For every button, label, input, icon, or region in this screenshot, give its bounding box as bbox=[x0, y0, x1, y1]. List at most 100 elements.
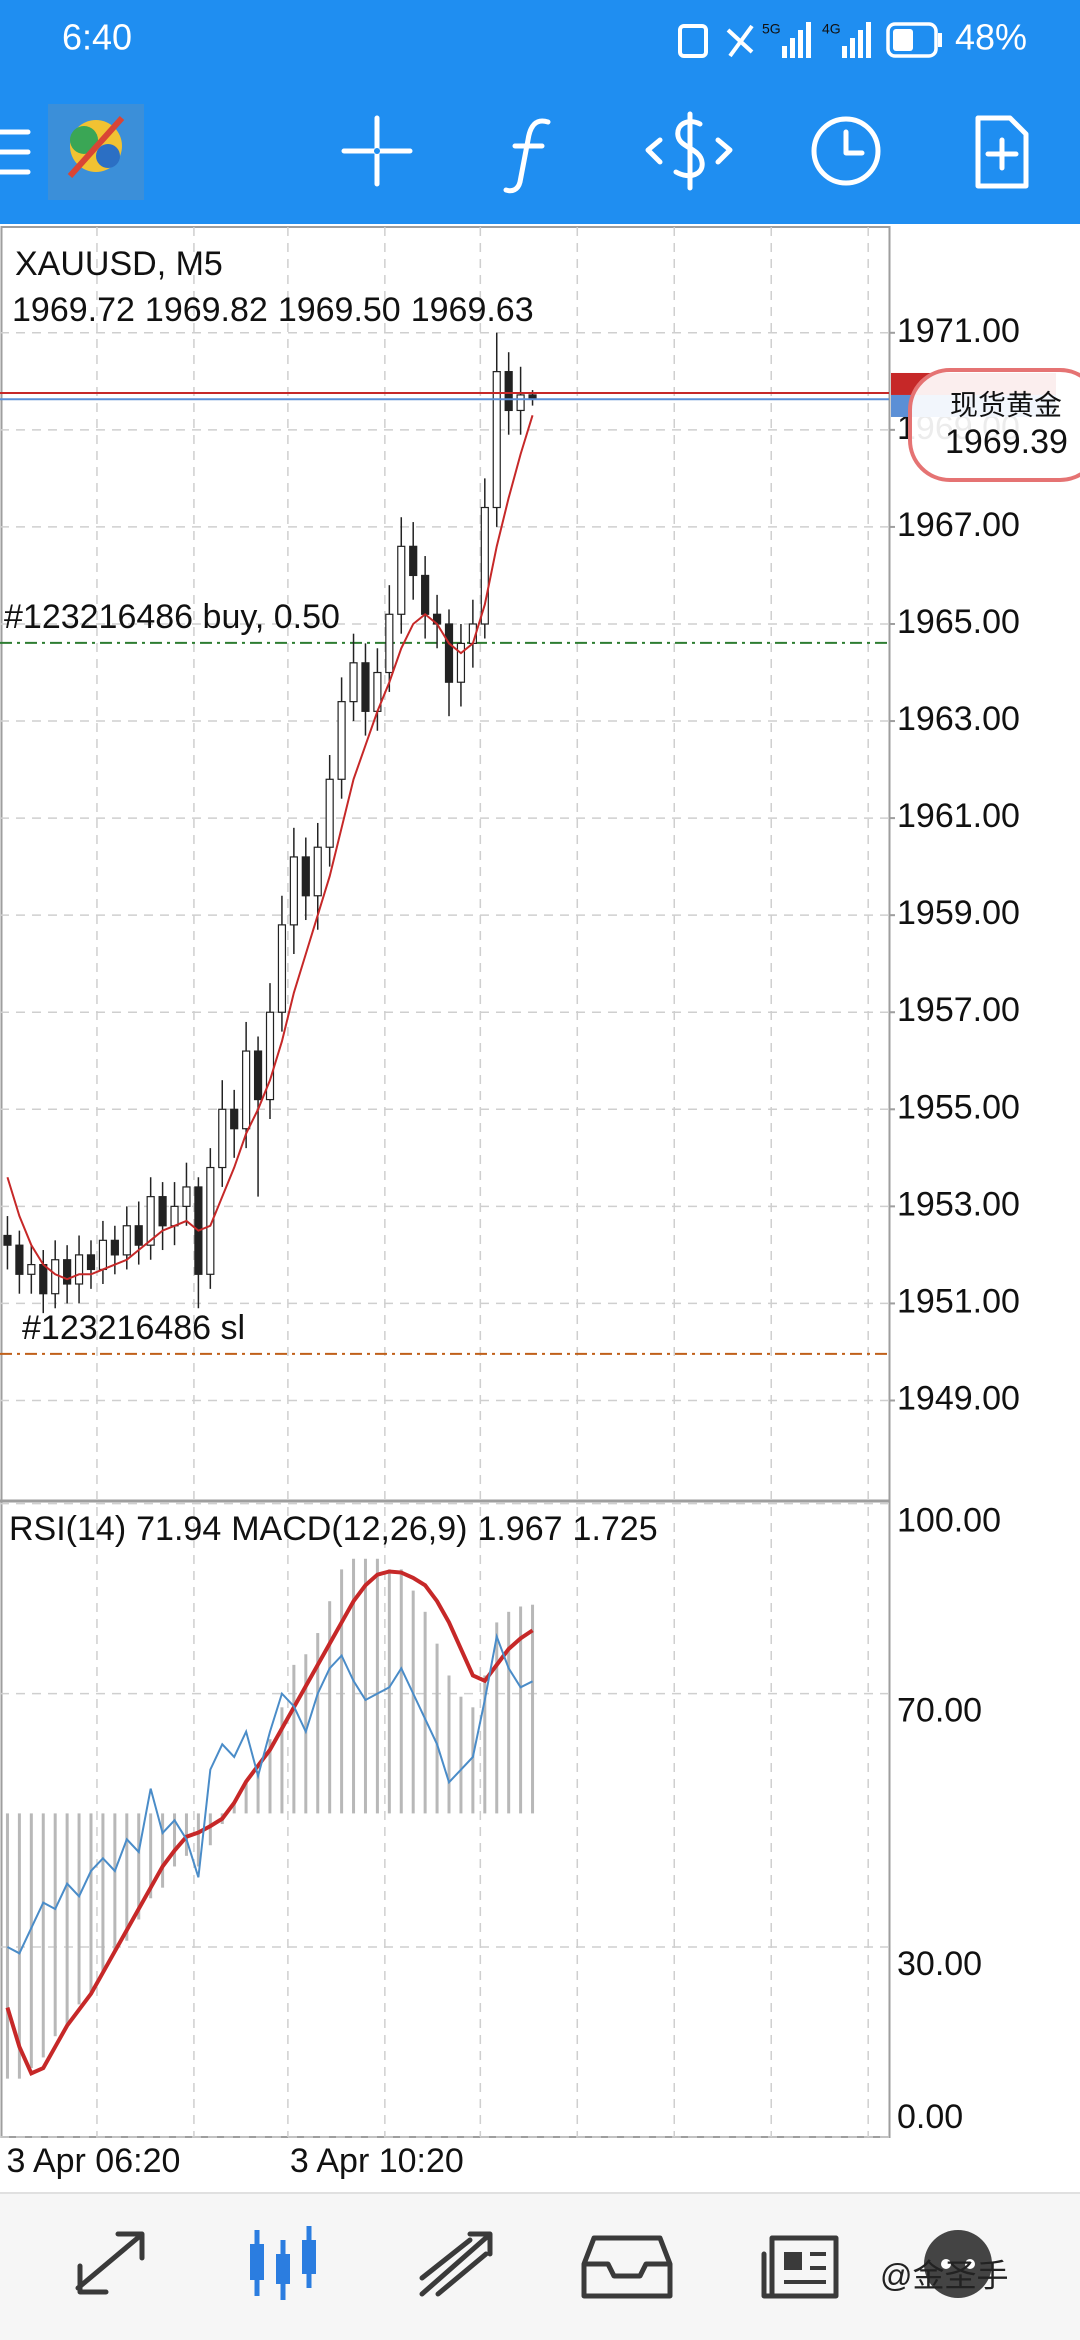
app-logo-part[interactable] bbox=[67, 115, 125, 179]
macd-bar bbox=[411, 1590, 415, 1814]
candle-body bbox=[480, 506, 489, 625]
app-logo-part[interactable] bbox=[70, 126, 98, 154]
chat-tab-part[interactable] bbox=[941, 2259, 951, 2269]
macd-bar bbox=[280, 1707, 284, 1814]
news-tab-part[interactable] bbox=[784, 2252, 826, 2284]
chart-frame bbox=[0, 226, 891, 2138]
trade-tab-part[interactable] bbox=[419, 2231, 493, 2297]
status-icons-part bbox=[866, 22, 871, 58]
indicator-tick-label: 30.00 bbox=[897, 1945, 982, 1983]
history-button-part[interactable] bbox=[843, 129, 865, 156]
news-tab[interactable] bbox=[761, 2235, 839, 2299]
ohlc-open: 1969.72 bbox=[12, 291, 135, 329]
candle-body bbox=[325, 778, 334, 848]
candle-body bbox=[86, 1254, 96, 1271]
status-icons-part bbox=[842, 46, 847, 58]
y-tick-label: 1953.00 bbox=[897, 1185, 1020, 1223]
quotes-tab-part[interactable] bbox=[75, 2231, 145, 2291]
candle-body bbox=[74, 1254, 84, 1285]
status-icons-part bbox=[806, 22, 811, 58]
trade-button[interactable] bbox=[645, 111, 733, 191]
ohlc-close: 1969.63 bbox=[411, 291, 534, 329]
battery-level: 48% bbox=[955, 17, 1027, 58]
macd-bar bbox=[5, 1813, 9, 2079]
macd-bar bbox=[340, 1569, 344, 1814]
ohlc-high: 1969.82 bbox=[145, 291, 268, 329]
chart-tab[interactable] bbox=[250, 2226, 316, 2300]
y-tick-label: 1959.00 bbox=[897, 894, 1020, 932]
moving-average bbox=[6, 415, 534, 1281]
candle-body bbox=[409, 545, 418, 577]
macd-bar bbox=[292, 1664, 296, 1814]
status-icons-part bbox=[678, 24, 708, 58]
macd-bar bbox=[77, 1813, 81, 2005]
candle-body bbox=[444, 623, 454, 683]
watermark: @金圣手 bbox=[880, 2257, 1009, 2293]
chat-tab-part[interactable] bbox=[924, 2230, 992, 2298]
status-icons-part bbox=[886, 22, 938, 58]
status-icons-part bbox=[893, 29, 913, 51]
macd-bar bbox=[161, 1813, 165, 1888]
history-button[interactable] bbox=[811, 116, 881, 186]
macd-bar bbox=[17, 1813, 21, 2079]
crosshair-button-part[interactable] bbox=[374, 148, 380, 154]
trade-tab[interactable] bbox=[419, 2231, 493, 2297]
crosshair-button[interactable] bbox=[341, 115, 413, 187]
new-order-button-part[interactable] bbox=[975, 115, 1029, 189]
price-widget[interactable]: 现货黄金 1969.39 bbox=[908, 368, 1080, 482]
macd-bar bbox=[244, 1781, 248, 1814]
trade-button-part[interactable] bbox=[645, 137, 733, 165]
quotes-tab-part[interactable] bbox=[77, 2263, 109, 2295]
trade-button-part[interactable] bbox=[673, 111, 705, 191]
bottom-nav bbox=[0, 2193, 1080, 2340]
new-order-button[interactable] bbox=[975, 115, 1029, 189]
app-logo-part[interactable] bbox=[96, 144, 120, 168]
news-tab-part[interactable] bbox=[784, 2252, 802, 2270]
app-logo[interactable] bbox=[48, 104, 144, 200]
chat-tab-part[interactable] bbox=[965, 2259, 975, 2269]
history-tab-part[interactable] bbox=[581, 2235, 673, 2299]
macd-bar bbox=[113, 1813, 117, 1952]
menu-button-part[interactable] bbox=[0, 129, 31, 175]
rsi-name: RSI(14) bbox=[9, 1510, 126, 1548]
macd-bar bbox=[483, 1675, 487, 1814]
price-widget-part[interactable] bbox=[908, 368, 1080, 482]
y-tick-label: 1955.00 bbox=[897, 1088, 1020, 1126]
indicators-button[interactable] bbox=[503, 118, 551, 194]
indicator-header: RSI(14) 71.94 MACD(12,26,9) 1.967 1.725 bbox=[9, 1510, 658, 1548]
macd-bar bbox=[196, 1813, 200, 1867]
macd-bar bbox=[29, 1813, 33, 2069]
plot-area bbox=[0, 227, 895, 2138]
quotes-tab[interactable] bbox=[75, 2231, 145, 2295]
candle-body bbox=[361, 662, 370, 712]
macd-bar bbox=[447, 1675, 451, 1814]
macd-value: 1.967 bbox=[477, 1510, 562, 1548]
candle-body bbox=[51, 1259, 60, 1295]
macd-bar bbox=[495, 1622, 499, 1814]
indicators-button-part[interactable] bbox=[503, 118, 551, 194]
macd-bar bbox=[375, 1558, 379, 1814]
y-tick-label: 1949.00 bbox=[897, 1379, 1020, 1417]
chat-tab[interactable] bbox=[924, 2230, 992, 2298]
macd-bar bbox=[399, 1569, 403, 1814]
macd-bar bbox=[89, 1813, 93, 1994]
candle-body bbox=[39, 1263, 48, 1295]
candle-body bbox=[313, 846, 322, 897]
macd-bar bbox=[137, 1813, 141, 1920]
macd-bar bbox=[471, 1707, 475, 1814]
macd-bar bbox=[208, 1813, 212, 1846]
history-button-part[interactable] bbox=[811, 116, 881, 186]
macd-bar bbox=[149, 1813, 153, 1899]
candle-body bbox=[385, 613, 394, 674]
candle-body bbox=[3, 1234, 12, 1246]
order-label: #123216486 sl bbox=[22, 1309, 245, 1347]
network-label: 5G bbox=[762, 21, 781, 37]
news-tab-part[interactable] bbox=[761, 2235, 839, 2299]
status-icons: 5G 4G bbox=[678, 21, 942, 58]
new-order-button-part[interactable] bbox=[985, 137, 1019, 171]
history-tab[interactable] bbox=[581, 2235, 673, 2299]
candle-body bbox=[158, 1196, 167, 1227]
menu-button[interactable] bbox=[0, 129, 31, 175]
candle-body bbox=[218, 1108, 227, 1169]
